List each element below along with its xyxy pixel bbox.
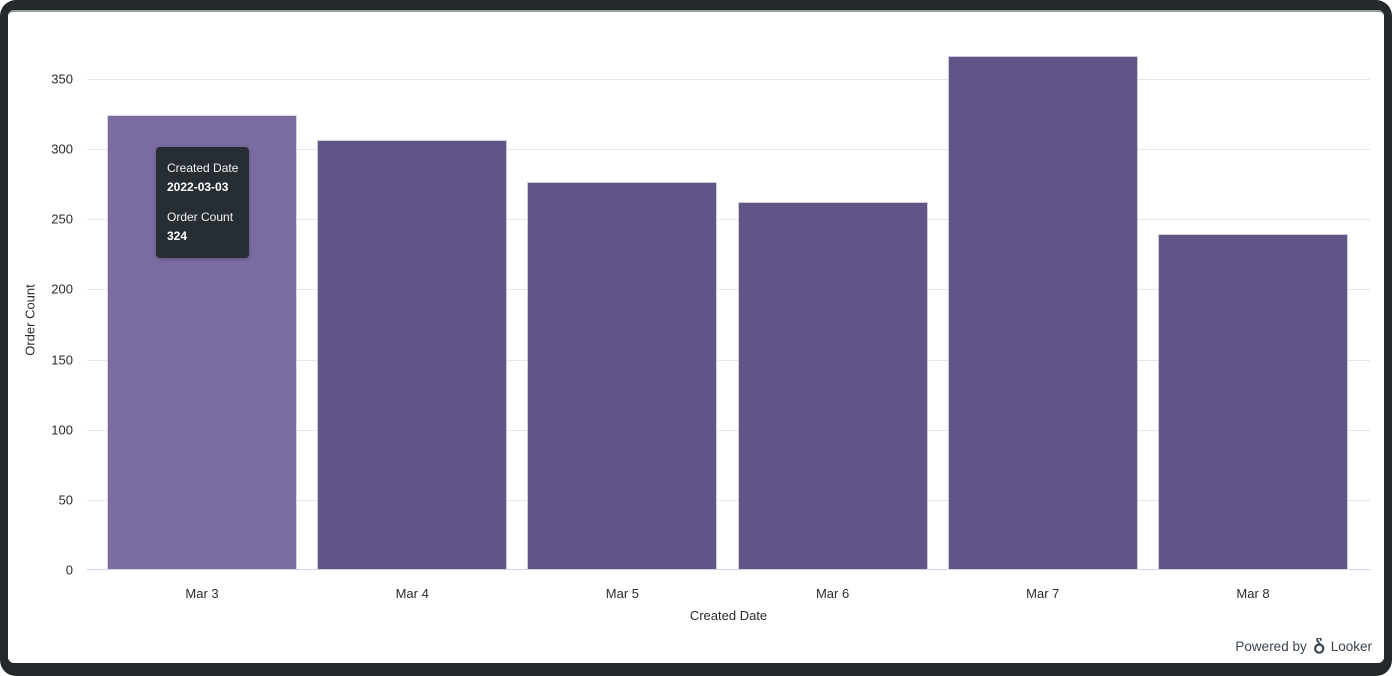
bar-mar-7[interactable] (947, 56, 1138, 569)
y-tick-label-200: 200 (51, 281, 73, 297)
gridline-100 (87, 429, 1370, 431)
gridline-350 (87, 79, 1370, 81)
bar-mar-6[interactable] (737, 202, 928, 569)
x-tick-label-mar-5: Mar 5 (605, 586, 640, 601)
gridline-200 (87, 289, 1370, 291)
plot-area (87, 44, 1370, 570)
chart-tooltip: Created Date 2022-03-03 Order Count 324 (156, 147, 249, 258)
powered-by-text: Powered by (1235, 639, 1307, 654)
looker-brand-text: Looker (1330, 639, 1372, 654)
y-axis-title: Order Count (22, 284, 38, 356)
x-tick-label-mar-4: Mar 4 (395, 586, 429, 601)
y-tick-label-0: 0 (65, 562, 73, 578)
y-tick-label-300: 300 (51, 141, 73, 157)
gridline-300 (87, 149, 1370, 151)
y-tick-label-150: 150 (51, 352, 73, 368)
tooltip-measure-value: 324 (167, 229, 188, 243)
y-tick-label-100: 100 (51, 422, 73, 438)
bar-mar-5[interactable] (527, 182, 718, 569)
x-tick-label-mar-7: Mar 7 (1026, 586, 1060, 601)
x-tick-label-mar-3: Mar 3 (185, 586, 219, 601)
x-axis-labels: Mar 3 Mar 4 Mar 5 Mar 6 Mar 7 Mar 8 (87, 586, 1370, 604)
chart-card: 0 50 100 150 200 250 300 350 Mar 3 Mar 4 Mar 5 Mar… (8, 10, 1384, 663)
bar-mar-4[interactable] (317, 140, 508, 569)
y-axis-labels: 0 50 100 150 200 250 300 350 (8, 44, 73, 578)
powered-by-looker-link[interactable]: Powered by Looker (1235, 638, 1372, 655)
tooltip-dimension-label: Created Date (167, 161, 239, 175)
x-tick-label-mar-8: Mar 8 (1236, 586, 1270, 601)
tooltip-dimension-value: 2022-03-03 (167, 180, 229, 194)
bar-mar-8[interactable] (1158, 234, 1348, 569)
x-tick-label-mar-6: Mar 6 (815, 586, 850, 601)
y-tick-label-350: 350 (51, 71, 73, 87)
x-axis-title: Created Date (689, 608, 768, 623)
tooltip-measure-label: Order Count (167, 210, 234, 224)
looker-logo-icon (1313, 638, 1325, 654)
y-tick-label-50: 50 (58, 492, 73, 508)
gridline-150 (87, 359, 1370, 361)
x-axis-line (87, 569, 1370, 570)
gridline-250 (87, 219, 1370, 221)
y-tick-label-250: 250 (51, 211, 73, 227)
gridline-50 (87, 499, 1370, 501)
